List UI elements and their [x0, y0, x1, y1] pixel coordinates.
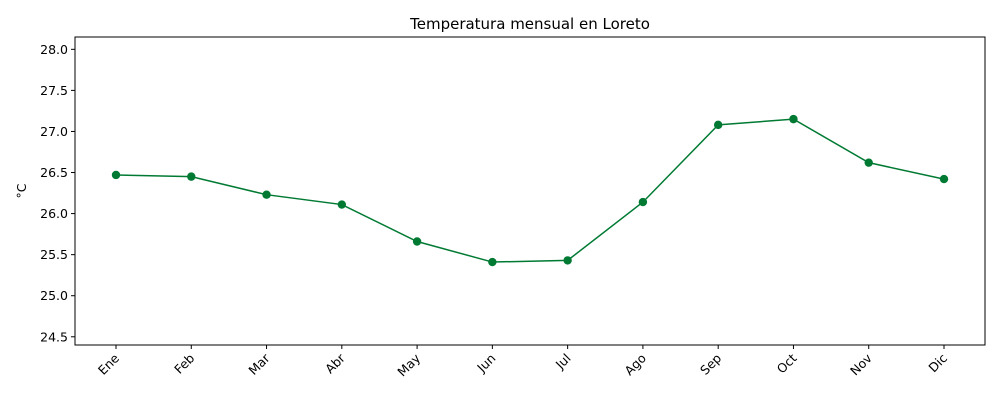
- x-tick-label: Feb: [171, 350, 197, 376]
- x-tick-label: Dic: [925, 350, 950, 375]
- y-tick-label: 25.5: [40, 247, 68, 262]
- y-tick-label: 26.0: [40, 206, 68, 221]
- data-point-ago: [638, 197, 648, 207]
- plot-area-frame: [74, 36, 986, 346]
- x-tick-label: Sep: [697, 350, 724, 377]
- chart-title: Temperatura mensual en Loreto: [409, 15, 650, 33]
- data-point-nov: [864, 158, 873, 167]
- y-axis-label: °C: [14, 183, 29, 198]
- x-tick-label: Nov: [847, 350, 875, 378]
- y-tick-label: 27.0: [40, 124, 68, 139]
- data-point-jul: [563, 256, 572, 265]
- data-point-oct: [789, 114, 798, 124]
- data-point-jun: [488, 257, 497, 267]
- x-tick-label: Jun: [473, 351, 498, 376]
- data-point-ene: [111, 170, 121, 180]
- data-point-abr: [337, 200, 347, 209]
- data-point-mar: [262, 190, 271, 199]
- x-tick-label: Oct: [774, 350, 800, 376]
- data-point-sep: [713, 120, 723, 130]
- y-axis: 24.5 25.0 25.5 26.0 26.5 27.0 27.5 28.0: [40, 42, 75, 344]
- x-tick-label: Mar: [245, 350, 273, 378]
- x-tick-label: Ene: [95, 350, 122, 377]
- y-tick-label: 28.0: [40, 42, 68, 57]
- data-point-may: [412, 237, 422, 246]
- y-tick-label: 27.5: [40, 83, 68, 98]
- y-tick-label: 24.5: [40, 329, 68, 344]
- y-tick-label: 25.0: [40, 288, 68, 303]
- y-tick-label: 26.5: [40, 165, 68, 180]
- x-tick-label: Ago: [621, 351, 649, 379]
- data-point-dic: [939, 174, 949, 184]
- data-point-feb: [187, 172, 196, 181]
- series-line: [115, 118, 945, 263]
- x-axis: Ene Feb Mar Abr May Jun Jul Ago Sep Oct Nov Dic: [95, 345, 950, 379]
- x-tick-label: Abr: [322, 350, 349, 377]
- x-tick-label: May: [394, 350, 423, 379]
- series-temperatura: [111, 114, 949, 267]
- x-tick-label: Jul: [552, 351, 574, 373]
